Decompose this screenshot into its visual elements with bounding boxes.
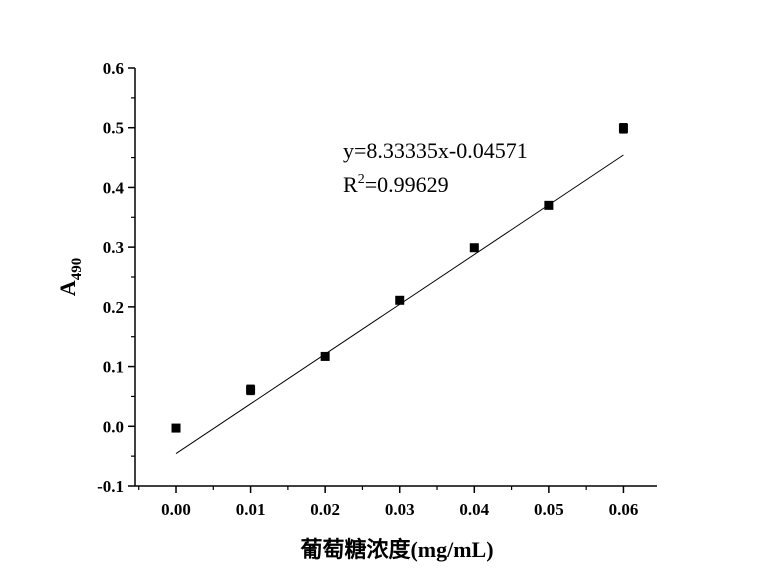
- fit-equation: y=8.33335x-0.04571: [343, 138, 528, 163]
- data-point: [246, 384, 256, 396]
- data-point: [171, 423, 181, 433]
- y-axis-title-main: A: [55, 280, 80, 296]
- data-point: [320, 351, 330, 361]
- point-marker: [395, 295, 405, 305]
- y-tick-label: 0.6: [103, 59, 124, 78]
- r-squared: R2=0.99629: [343, 172, 449, 197]
- y-tick-label: 0.2: [103, 298, 124, 317]
- x-tick-label: 0.02: [310, 500, 340, 519]
- y-tick-label: -0.1: [97, 477, 124, 496]
- y-tick-label: 0.3: [103, 238, 124, 257]
- y-tick-label: 0.0: [103, 417, 124, 436]
- data-point: [395, 295, 405, 305]
- x-axis-ticks: 0.00 0.01 0.02 0.03 0.04 0.05 0.06: [138, 486, 639, 519]
- point-marker: [320, 351, 330, 361]
- r-squared-value: =0.99629: [365, 172, 449, 197]
- point-marker: [469, 243, 479, 253]
- x-tick-label: 0.01: [236, 500, 266, 519]
- data-point: [544, 200, 554, 210]
- r-squared-exponent: 2: [358, 172, 365, 187]
- point-marker: [246, 385, 256, 395]
- point-marker: [544, 200, 554, 210]
- data-point: [469, 243, 479, 253]
- data-point: [618, 123, 628, 134]
- point-marker: [618, 123, 628, 133]
- r-squared-base: R: [343, 172, 358, 197]
- x-axis-title: 葡萄糖浓度(mg/mL): [299, 537, 493, 562]
- y-tick-label: 0.1: [103, 358, 124, 377]
- y-tick-label: 0.4: [103, 178, 125, 197]
- y-axis-title-subscript: 490: [69, 258, 85, 281]
- axes: [134, 68, 657, 487]
- x-tick-label: 0.00: [161, 500, 191, 519]
- x-tick-label: 0.03: [385, 500, 415, 519]
- data-points: [171, 123, 628, 433]
- x-tick-label: 0.06: [609, 500, 639, 519]
- x-tick-label: 0.05: [534, 500, 564, 519]
- y-axis-title: A490: [55, 258, 85, 296]
- x-tick-label: 0.04: [459, 500, 489, 519]
- y-axis-ticks: -0.1 0.0 0.1 0.2 0.3 0.4 0.5 0.6: [97, 59, 135, 496]
- y-tick-label: 0.5: [103, 119, 124, 138]
- point-marker: [171, 423, 181, 433]
